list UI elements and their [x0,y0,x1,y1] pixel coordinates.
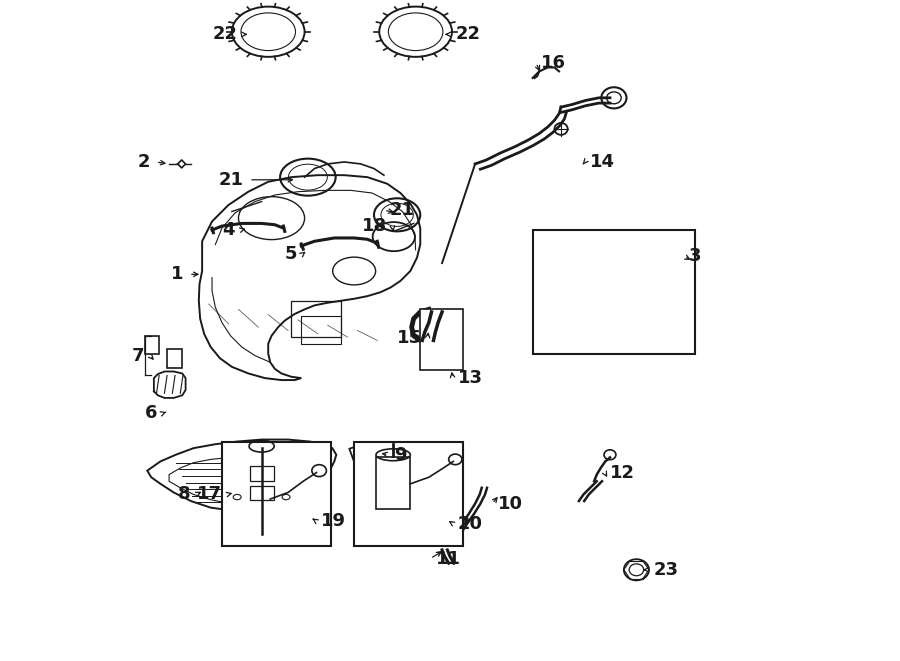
Text: 17: 17 [197,485,222,504]
Text: 10: 10 [498,494,523,513]
Bar [420,309,464,370]
Text: 22: 22 [212,25,238,44]
Text: 5: 5 [284,245,297,264]
Text: 23: 23 [653,561,679,579]
Text: 20: 20 [458,514,483,533]
Text: 16: 16 [541,54,566,72]
Text: 14: 14 [590,153,615,171]
Bar [167,349,182,368]
Text: 21: 21 [219,171,244,189]
Bar [355,442,464,546]
Text: 3: 3 [689,247,702,266]
Text: 18: 18 [362,217,387,235]
Bar [533,230,695,354]
Bar [145,336,159,354]
Text: 15: 15 [397,329,422,348]
Text: 8: 8 [178,485,191,504]
Bar [292,301,341,337]
Text: 19: 19 [321,512,347,530]
Text: 6: 6 [145,404,158,422]
Text: 9: 9 [394,446,406,464]
Bar [376,457,410,509]
Bar [302,316,341,344]
Text: 7: 7 [132,346,145,365]
Text: 11: 11 [436,549,461,568]
Text: 2: 2 [138,153,150,171]
Text: 1: 1 [171,265,184,284]
Text: 22: 22 [455,25,481,44]
Bar [250,466,274,481]
Text: 13: 13 [458,369,483,387]
Text: 4: 4 [222,221,235,239]
Text: 21: 21 [389,201,414,219]
Text: 12: 12 [610,463,635,482]
Bar [222,442,331,546]
Bar [250,486,274,500]
Bar [349,445,367,466]
Bar [358,461,375,483]
